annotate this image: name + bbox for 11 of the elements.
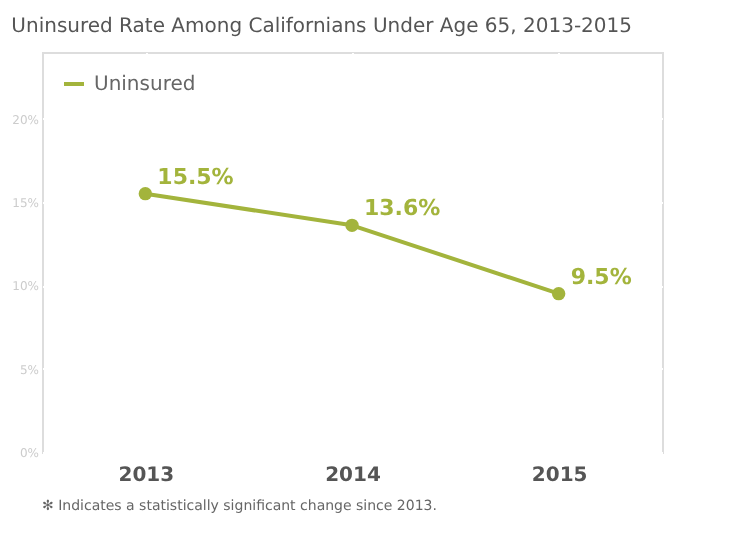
- x-tick-label: 2015: [531, 465, 588, 487]
- legend-label: Uninsured: [94, 74, 196, 96]
- point: [551, 286, 566, 301]
- chart-title: Uninsured Rate Among Californians Under Age 65, 2013-2015: [11, 16, 633, 38]
- data-label: 15.5%: [157, 163, 234, 190]
- data-label: 9.5%: [570, 263, 632, 290]
- x-tick-label: 2013: [118, 465, 175, 487]
- x-tick-label: 2014: [325, 465, 381, 487]
- point: [138, 186, 153, 201]
- point: [345, 218, 359, 233]
- data-label: 13.6%: [364, 195, 441, 222]
